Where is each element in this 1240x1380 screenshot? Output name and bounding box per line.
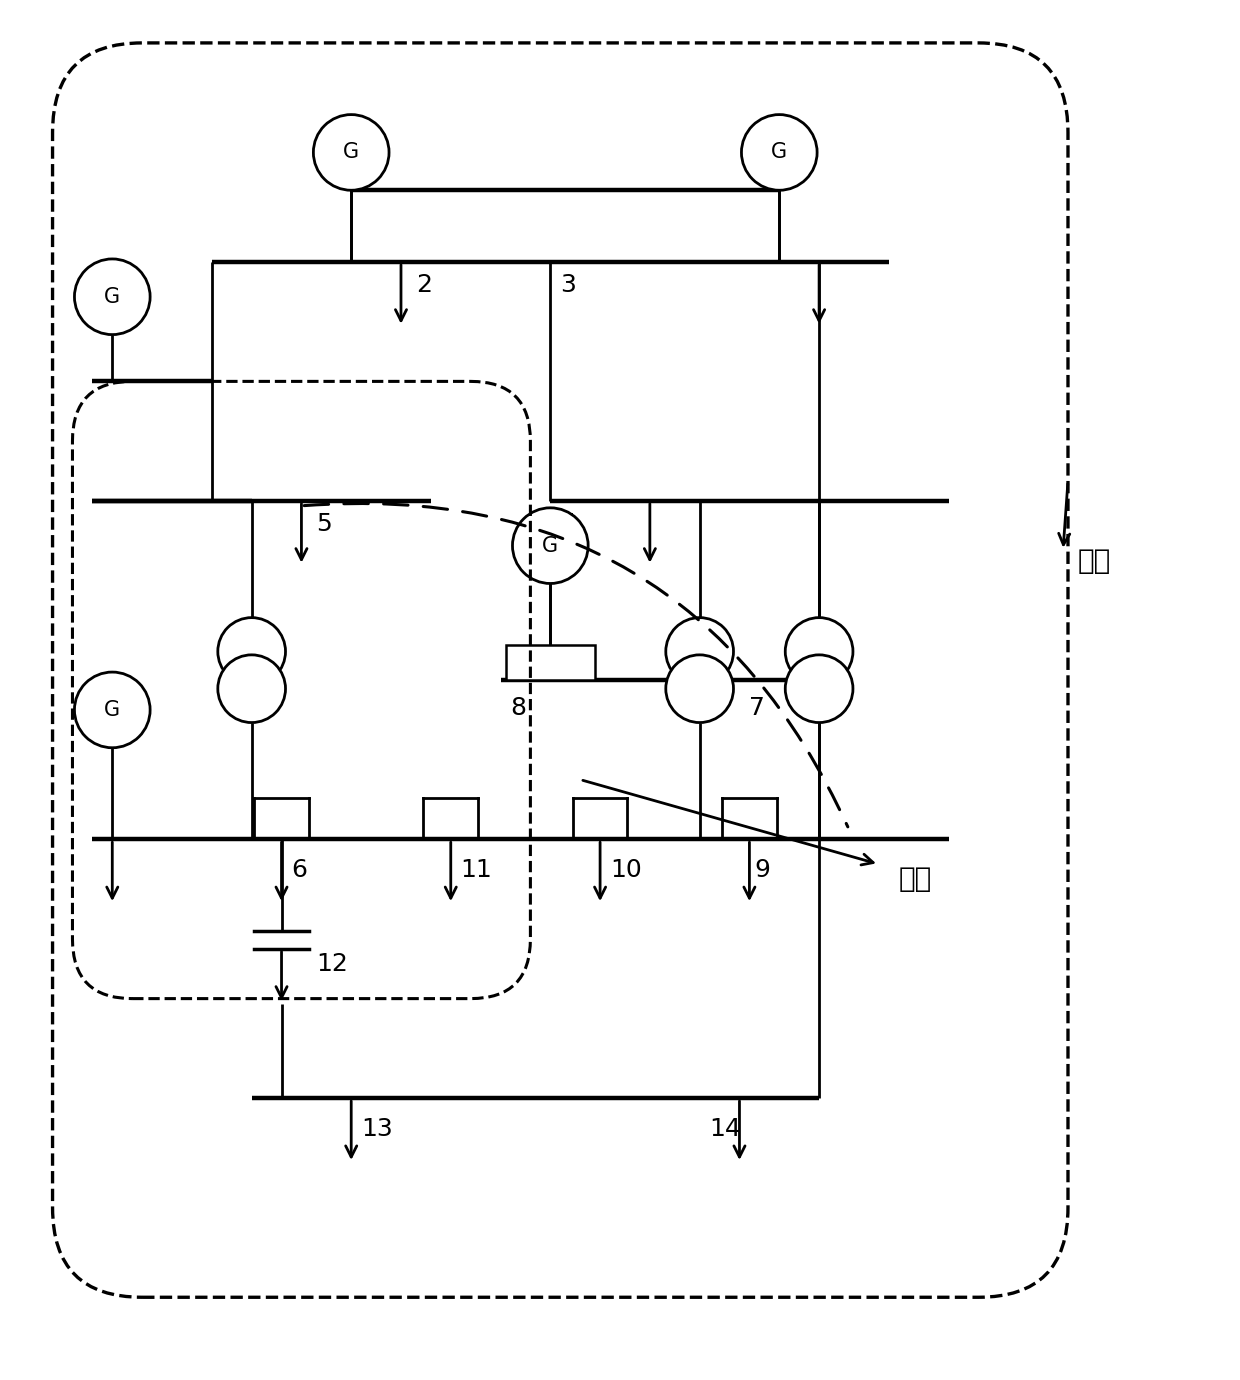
FancyArrowPatch shape xyxy=(304,504,848,827)
Text: 9: 9 xyxy=(754,858,770,882)
Text: G: G xyxy=(771,142,787,163)
Circle shape xyxy=(666,618,734,686)
Text: 8: 8 xyxy=(511,696,527,720)
Text: 14: 14 xyxy=(709,1116,742,1141)
Text: 7: 7 xyxy=(749,696,765,720)
Text: G: G xyxy=(542,535,558,556)
Text: 内网: 内网 xyxy=(899,865,932,893)
Bar xyxy=(506,646,595,680)
Circle shape xyxy=(666,656,734,723)
Circle shape xyxy=(785,618,853,686)
Text: 外网: 外网 xyxy=(1078,546,1111,574)
Text: 4: 4 xyxy=(560,512,577,535)
Text: 13: 13 xyxy=(361,1116,393,1141)
Text: 6: 6 xyxy=(291,858,308,882)
Circle shape xyxy=(74,672,150,748)
Circle shape xyxy=(512,508,588,584)
Circle shape xyxy=(785,656,853,723)
Text: 5: 5 xyxy=(316,512,332,535)
Circle shape xyxy=(218,656,285,723)
Text: 11: 11 xyxy=(461,858,492,882)
Text: 2: 2 xyxy=(415,273,432,297)
Text: 10: 10 xyxy=(610,858,642,882)
Text: G: G xyxy=(104,287,120,306)
Circle shape xyxy=(218,618,285,686)
Text: 12: 12 xyxy=(316,952,348,976)
Circle shape xyxy=(742,115,817,190)
Circle shape xyxy=(314,115,389,190)
Text: 3: 3 xyxy=(560,273,577,297)
Circle shape xyxy=(74,259,150,334)
Text: G: G xyxy=(104,700,120,720)
Text: G: G xyxy=(343,142,360,163)
